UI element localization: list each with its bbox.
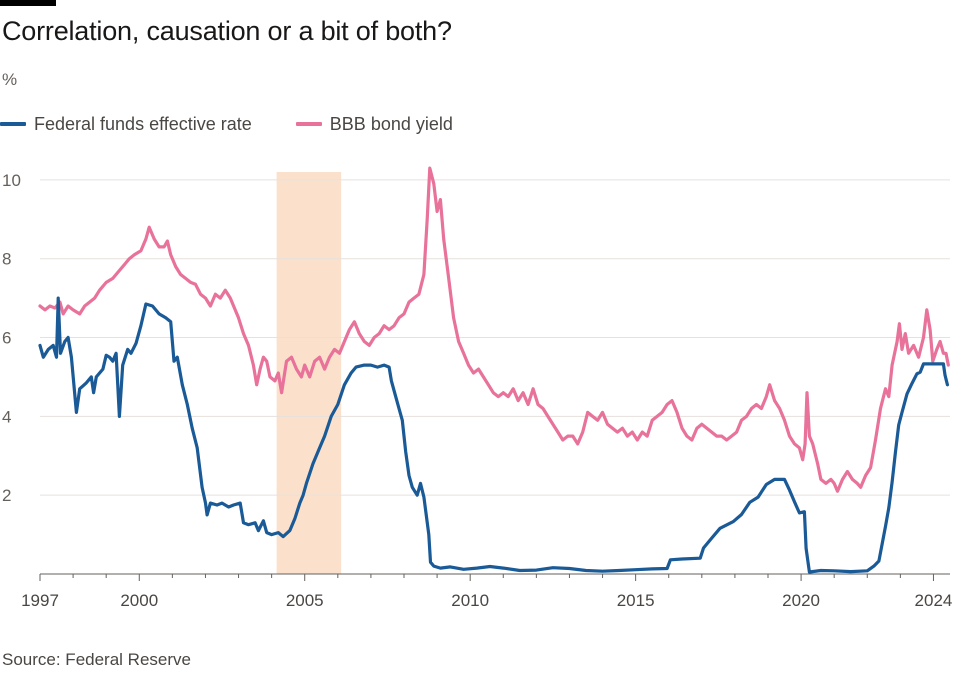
legend-swatch-bbb-yield xyxy=(295,122,322,126)
legend-label-fed-funds: Federal funds effective rate xyxy=(34,113,252,134)
x-tick-label-2024: 2024 xyxy=(915,591,953,610)
y-axis-unit: % xyxy=(2,70,18,89)
x-axis xyxy=(39,573,950,581)
x-tick-label-2015: 2015 xyxy=(617,591,655,610)
source-note: Source: Federal Reserve xyxy=(2,650,191,669)
y-tick-label-2: 2 xyxy=(2,486,11,505)
legend: Federal funds effective rate BBB bond yi… xyxy=(0,112,497,136)
chart-title: Correlation, causation or a bit of both? xyxy=(2,16,452,46)
legend-item-bbb-yield: BBB bond yield xyxy=(295,113,453,135)
series-layer xyxy=(38,166,950,574)
legend-item-fed-funds: Federal funds effective rate xyxy=(0,114,252,135)
y-tick-label-6: 6 xyxy=(2,329,11,348)
grid-layer xyxy=(40,179,950,496)
series-line-fed-funds xyxy=(38,296,949,574)
y-tick-label-4: 4 xyxy=(2,407,11,426)
line-chart: 2 4 6 8 10 1997 2000 2005 2010 2015 2020 2024 xyxy=(2,166,952,610)
series-line-bbb-yield xyxy=(38,166,950,493)
y-tick-label-10: 10 xyxy=(2,171,21,190)
x-tick-label-1997: 1997 xyxy=(21,591,59,610)
x-tick-label-2010: 2010 xyxy=(451,591,489,610)
legend-swatch-fed-funds xyxy=(0,122,26,126)
brand-bar xyxy=(0,0,56,6)
x-tick-label-2000: 2000 xyxy=(120,591,158,610)
y-tick-label-8: 8 xyxy=(2,250,11,269)
legend-label-bbb-yield: BBB bond yield xyxy=(329,113,453,134)
x-tick-label-2020: 2020 xyxy=(782,591,820,610)
tick-label-layer: 2 4 6 8 10 1997 2000 2005 2010 2015 2020 2024 xyxy=(2,171,952,610)
x-tick-label-2005: 2005 xyxy=(286,591,324,610)
